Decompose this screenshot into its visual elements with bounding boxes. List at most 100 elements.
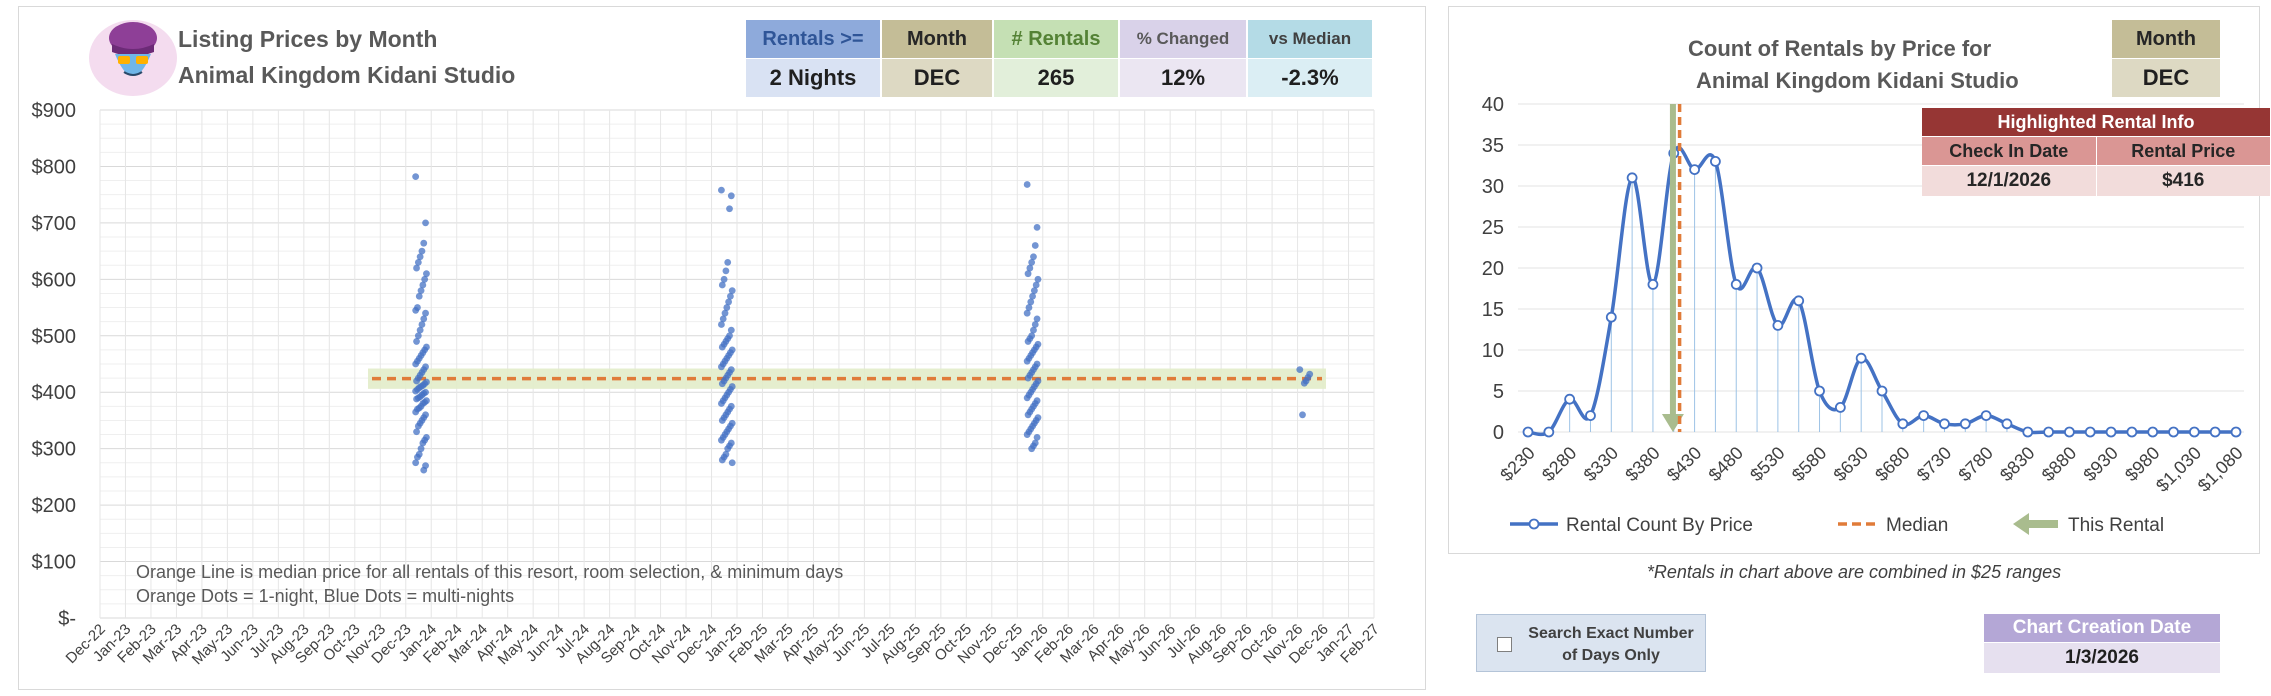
data-point [721, 309, 729, 317]
data-point [1026, 264, 1034, 272]
y-tick-label: 35 [1482, 135, 1504, 157]
data-point [727, 192, 735, 200]
data-point [1023, 357, 1031, 365]
data-point [420, 466, 428, 474]
x-tick-label: $830 [1996, 443, 2038, 485]
x-tick-label: $380 [1621, 443, 1663, 485]
data-point [412, 387, 420, 395]
y-tick-label: $600 [32, 269, 77, 291]
x-tick-label: $1,030 [2152, 443, 2205, 496]
data-point [416, 326, 424, 334]
data-point [414, 259, 422, 266]
left-chart-subtitle: Animal Kingdom Kidani Studio [178, 62, 516, 88]
y-tick-label: 40 [1482, 94, 1504, 116]
data-point [2022, 426, 2034, 438]
legend-entry: Median [1886, 515, 1948, 536]
data-point [1031, 242, 1039, 249]
stat-value: 265 [994, 58, 1118, 97]
median-band [368, 368, 1326, 389]
data-point [1033, 433, 1041, 441]
data-point [1876, 385, 1888, 397]
data-point [719, 315, 727, 323]
data-point [1024, 374, 1032, 382]
data-point [412, 360, 420, 368]
data-point [417, 445, 425, 453]
data-point [718, 186, 725, 194]
stat-header: % Changed [1120, 20, 1246, 58]
data-point [718, 380, 726, 388]
highlight-col-check-in: Check In Date [1922, 136, 2097, 165]
data-point [1897, 418, 1909, 430]
data-point [1024, 338, 1032, 345]
data-point [419, 281, 427, 289]
data-point [727, 326, 735, 334]
data-point [1793, 295, 1805, 307]
right-month-value: DEC [2112, 58, 2220, 97]
price-range-footnote: *Rentals in chart above are combined in … [1646, 562, 2062, 582]
data-point [718, 321, 725, 328]
y-tick-label: $400 [32, 382, 77, 404]
data-point [421, 275, 429, 283]
data-point [416, 253, 424, 261]
data-point [413, 395, 420, 403]
stat-header: # Rentals [994, 20, 1118, 58]
data-point [1030, 326, 1037, 334]
data-point [1959, 418, 1971, 430]
x-tick-label: $430 [1663, 443, 1705, 485]
data-point [2168, 426, 2179, 438]
data-point [2188, 426, 2200, 438]
y-tick-label: 15 [1482, 299, 1504, 321]
stat-box: vs Median -2.3% [1248, 20, 1372, 97]
exact-days-checkbox-control[interactable]: Search Exact Number of Days Only [1476, 614, 1706, 672]
highlighted-rental-info: Highlighted Rental Info Check In Date Re… [1922, 108, 2270, 196]
data-point [417, 287, 425, 295]
listing-prices-scatter-chart: $-$100$200$300$400$500$600$700$800$900De… [32, 100, 1383, 668]
data-point [413, 377, 420, 385]
data-point [1647, 278, 1659, 290]
data-point [1814, 385, 1825, 397]
data-point [1564, 393, 1576, 405]
data-point [2064, 426, 2075, 438]
stat-box: # Rentals 265 [994, 20, 1118, 97]
data-point [724, 259, 732, 266]
exact-days-checkbox[interactable] [1497, 637, 1512, 652]
x-tick-label: $480 [1705, 443, 1747, 485]
data-point [1030, 287, 1038, 295]
data-point [1031, 321, 1039, 328]
data-point [1710, 155, 1721, 167]
y-tick-label: $300 [32, 439, 77, 461]
data-point [1024, 270, 1032, 278]
x-tick-label: $780 [1954, 443, 1996, 485]
data-point [1730, 278, 1742, 290]
x-tick-label: $880 [2038, 443, 2080, 485]
y-tick-label: $800 [32, 156, 77, 178]
x-tick-label: $580 [1788, 443, 1830, 485]
data-point [1751, 262, 1763, 274]
stat-value: 2 Nights [746, 58, 880, 97]
creation-date-header: Chart Creation Date [1984, 614, 2220, 642]
data-point [1033, 315, 1041, 323]
data-point [1939, 418, 1950, 430]
data-point [1030, 253, 1037, 261]
x-tick-label: $680 [1871, 443, 1913, 485]
x-tick-label: $630 [1830, 443, 1872, 485]
data-point [720, 275, 728, 283]
data-point [1299, 411, 1306, 419]
data-point [2001, 418, 2013, 430]
y-tick-label: $100 [32, 552, 77, 574]
data-point [718, 417, 726, 424]
y-tick-label: $500 [32, 326, 77, 348]
y-tick-label: 30 [1482, 176, 1504, 198]
median-note: Orange Line is median price for all rent… [136, 562, 844, 582]
data-point [1032, 281, 1040, 289]
x-tick-label: $1,080 [2194, 443, 2247, 496]
data-point [1522, 426, 1534, 438]
data-point [415, 292, 423, 300]
stat-header: vs Median [1248, 20, 1372, 58]
right-chart-title: Count of Rentals by Price for [1688, 36, 1992, 61]
data-point [718, 436, 725, 444]
data-point [420, 315, 428, 323]
data-point [1025, 304, 1033, 311]
stat-box: Rentals >= 2 Nights [746, 20, 880, 97]
stat-value: -2.3% [1248, 58, 1372, 97]
